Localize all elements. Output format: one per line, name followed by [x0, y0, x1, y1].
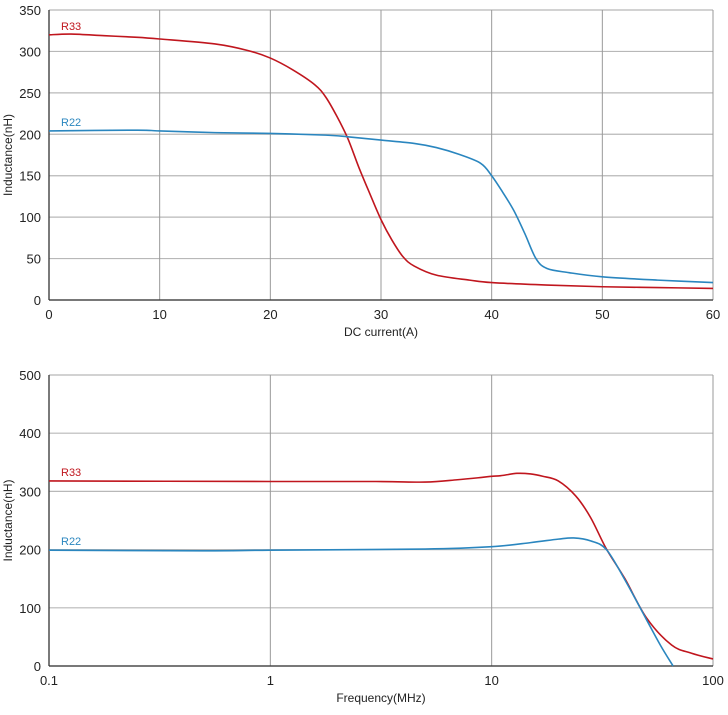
- series-label-r33: R33: [61, 21, 81, 33]
- series-line-r33: [48, 472, 714, 660]
- x-tick-label: 10: [484, 673, 498, 688]
- y-tick-label: 400: [19, 426, 41, 441]
- x-tick-label: 10: [152, 307, 166, 322]
- y-tick-label: 0: [34, 293, 41, 308]
- x-axis-label: Frequency(MHz): [336, 691, 425, 705]
- y-tick-label: 100: [19, 210, 41, 225]
- y-tick-label: 500: [19, 368, 41, 383]
- x-tick-label: 60: [706, 307, 720, 322]
- y-tick-label: 50: [27, 252, 41, 267]
- series-label-r22: R22: [61, 117, 81, 129]
- x-tick-label: 1: [267, 673, 274, 688]
- x-tick-label: 20: [263, 307, 277, 322]
- y-tick-label: 300: [19, 484, 41, 499]
- y-axis-label: Inductance(nH): [1, 114, 15, 196]
- x-tick-label: 100: [702, 673, 724, 688]
- series-line-r22: [48, 537, 674, 667]
- y-tick-label: 350: [19, 3, 41, 18]
- series-line-r33: [48, 33, 714, 290]
- x-tick-label: 0: [45, 307, 52, 322]
- y-axis-label: Inductance(nH): [1, 479, 15, 561]
- x-tick-label: 40: [484, 307, 498, 322]
- x-tick-label: 30: [374, 307, 388, 322]
- y-tick-label: 200: [19, 127, 41, 142]
- y-tick-label: 100: [19, 601, 41, 616]
- y-tick-label: 250: [19, 86, 41, 101]
- series-line-r22: [48, 129, 714, 284]
- y-tick-label: 150: [19, 169, 41, 184]
- x-tick-label: 0.1: [40, 673, 58, 688]
- chart-1: 0 50 100 150 200 250 300 350 0 10 20 30 40 50 60 DC cur…: [1, 3, 720, 339]
- chart-2: 0 100 200 300 400 500 0.1 1 10 100 Frequency(MHz) I…: [1, 368, 724, 705]
- x-tick-label: 50: [595, 307, 609, 322]
- y-tick-label: 300: [19, 44, 41, 59]
- y-tick-label: 200: [19, 543, 41, 558]
- x-axis-label: DC current(A): [344, 325, 418, 339]
- series-label-r33: R33: [61, 467, 81, 479]
- y-tick-label: 0: [34, 659, 41, 674]
- series-label-r22: R22: [61, 536, 81, 548]
